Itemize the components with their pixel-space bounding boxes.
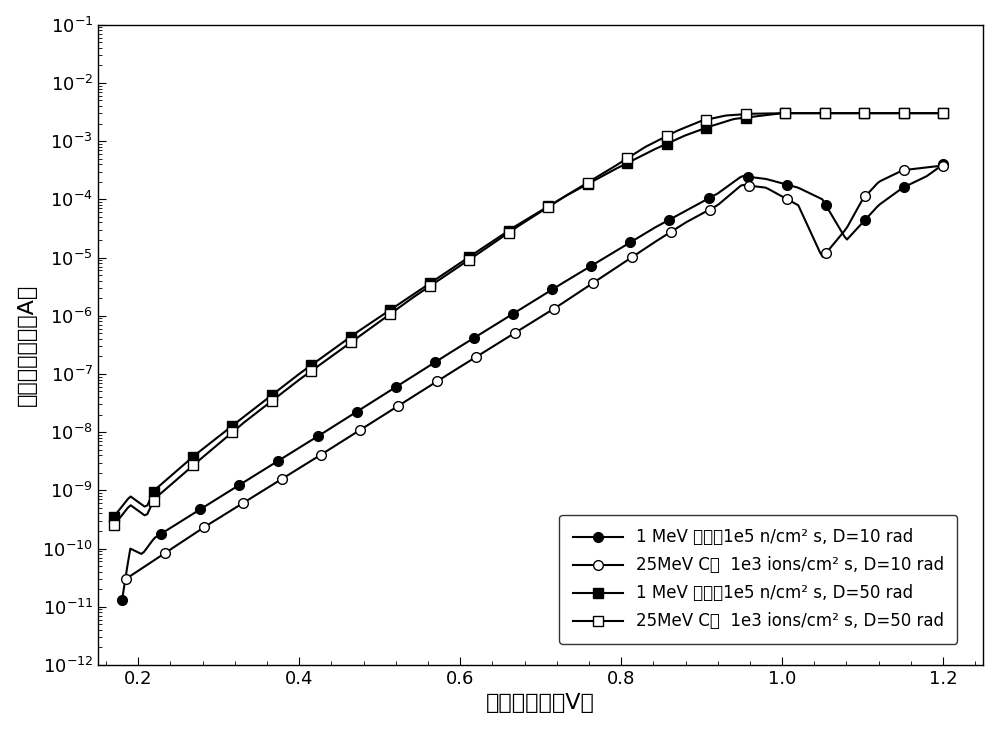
25MeV C，  1e3 ions/cm² s, D=10 rad [665, 228, 677, 237]
25MeV C，  1e3 ions/cm² s, D=50 rad [148, 496, 160, 505]
1 MeV 中子，1e5 n/cm² s, D=50 rad [503, 226, 515, 235]
1 MeV 中子，1e5 n/cm² s, D=10 rad [390, 383, 402, 391]
25MeV C，  1e3 ions/cm² s, D=50 rad [503, 228, 515, 237]
25MeV C，  1e3 ions/cm² s, D=50 rad [937, 109, 949, 118]
25MeV C，  1e3 ions/cm² s, D=10 rad [898, 166, 910, 174]
25MeV C，  1e3 ions/cm² s, D=10 rad [859, 192, 871, 201]
25MeV C，  1e3 ions/cm² s, D=50 rad [542, 202, 554, 211]
1 MeV 中子，1e5 n/cm² s, D=10 rad [585, 261, 597, 270]
25MeV C，  1e3 ions/cm² s, D=10 rad [548, 304, 560, 313]
25MeV C，  1e3 ions/cm² s, D=50 rad [740, 110, 752, 118]
25MeV C，  1e3 ions/cm² s, D=10 rad [431, 377, 443, 385]
25MeV C，  1e3 ions/cm² s, D=10 rad [237, 499, 249, 507]
25MeV C，  1e3 ions/cm² s, D=50 rad [779, 109, 791, 118]
1 MeV 中子，1e5 n/cm² s, D=50 rad [898, 109, 910, 118]
25MeV C，  1e3 ions/cm² s, D=10 rad [159, 549, 171, 558]
1 MeV 中子，1e5 n/cm² s, D=50 rad [226, 421, 238, 430]
25MeV C，  1e3 ions/cm² s, D=50 rad [226, 428, 238, 437]
25MeV C，  1e3 ions/cm² s, D=50 rad [187, 461, 199, 470]
1 MeV 中子，1e5 n/cm² s, D=50 rad [779, 109, 791, 118]
25MeV C，  1e3 ions/cm² s, D=50 rad [700, 115, 712, 124]
1 MeV 中子，1e5 n/cm² s, D=10 rad [624, 238, 636, 247]
Y-axis label: 过剩基极电流（A）: 过剩基极电流（A） [17, 284, 37, 406]
1 MeV 中子，1e5 n/cm² s, D=10 rad [116, 596, 128, 604]
25MeV C，  1e3 ions/cm² s, D=50 rad [345, 338, 357, 347]
25MeV C，  1e3 ions/cm² s, D=10 rad [470, 353, 482, 361]
1 MeV 中子，1e5 n/cm² s, D=50 rad [266, 391, 278, 399]
Legend: 1 MeV 中子，1e5 n/cm² s, D=10 rad, 25MeV C，  1e3 ions/cm² s, D=10 rad, 1 MeV 中子，1e5: 1 MeV 中子，1e5 n/cm² s, D=10 rad, 25MeV C，… [559, 515, 957, 644]
25MeV C，  1e3 ions/cm² s, D=10 rad [276, 474, 288, 483]
25MeV C，  1e3 ions/cm² s, D=50 rad [424, 282, 436, 291]
25MeV C，  1e3 ions/cm² s, D=50 rad [621, 154, 633, 163]
25MeV C，  1e3 ions/cm² s, D=10 rad [820, 248, 832, 257]
1 MeV 中子，1e5 n/cm² s, D=10 rad [468, 334, 480, 342]
1 MeV 中子，1e5 n/cm² s, D=50 rad [187, 453, 199, 461]
25MeV C，  1e3 ions/cm² s, D=50 rad [108, 521, 120, 530]
25MeV C，  1e3 ions/cm² s, D=10 rad [198, 523, 210, 531]
1 MeV 中子，1e5 n/cm² s, D=50 rad [305, 361, 317, 369]
1 MeV 中子，1e5 n/cm² s, D=50 rad [582, 180, 594, 188]
25MeV C，  1e3 ions/cm² s, D=10 rad [587, 279, 599, 288]
25MeV C，  1e3 ions/cm² s, D=50 rad [305, 366, 317, 375]
1 MeV 中子，1e5 n/cm² s, D=50 rad [937, 109, 949, 118]
1 MeV 中子，1e5 n/cm² s, D=50 rad [463, 253, 475, 261]
1 MeV 中子，1e5 n/cm² s, D=10 rad [859, 216, 871, 225]
25MeV C，  1e3 ions/cm² s, D=50 rad [582, 178, 594, 187]
1 MeV 中子，1e5 n/cm² s, D=10 rad [663, 215, 675, 224]
1 MeV 中子，1e5 n/cm² s, D=10 rad [155, 529, 167, 538]
1 MeV 中子，1e5 n/cm² s, D=10 rad [312, 432, 324, 441]
1 MeV 中子，1e5 n/cm² s, D=10 rad [898, 182, 910, 191]
1 MeV 中子，1e5 n/cm² s, D=50 rad [700, 123, 712, 132]
25MeV C，  1e3 ions/cm² s, D=10 rad [704, 205, 716, 214]
Line: 1 MeV 中子，1e5 n/cm² s, D=50 rad: 1 MeV 中子，1e5 n/cm² s, D=50 rad [109, 108, 948, 521]
25MeV C，  1e3 ions/cm² s, D=10 rad [120, 575, 132, 583]
1 MeV 中子，1e5 n/cm² s, D=50 rad [108, 512, 120, 521]
1 MeV 中子，1e5 n/cm² s, D=10 rad [937, 160, 949, 169]
Line: 25MeV C，  1e3 ions/cm² s, D=10 rad: 25MeV C， 1e3 ions/cm² s, D=10 rad [121, 161, 948, 584]
25MeV C，  1e3 ions/cm² s, D=10 rad [937, 161, 949, 170]
1 MeV 中子，1e5 n/cm² s, D=50 rad [819, 109, 831, 118]
1 MeV 中子，1e5 n/cm² s, D=50 rad [740, 113, 752, 122]
25MeV C，  1e3 ions/cm² s, D=10 rad [743, 181, 755, 190]
1 MeV 中子，1e5 n/cm² s, D=10 rad [429, 358, 441, 366]
1 MeV 中子，1e5 n/cm² s, D=10 rad [351, 407, 363, 416]
Line: 25MeV C，  1e3 ions/cm² s, D=50 rad: 25MeV C， 1e3 ions/cm² s, D=50 rad [109, 108, 948, 530]
25MeV C，  1e3 ions/cm² s, D=10 rad [509, 328, 521, 337]
1 MeV 中子，1e5 n/cm² s, D=10 rad [194, 505, 206, 514]
1 MeV 中子，1e5 n/cm² s, D=50 rad [542, 202, 554, 211]
25MeV C，  1e3 ions/cm² s, D=50 rad [661, 131, 673, 140]
25MeV C，  1e3 ions/cm² s, D=10 rad [315, 450, 327, 459]
25MeV C，  1e3 ions/cm² s, D=10 rad [354, 426, 366, 434]
1 MeV 中子，1e5 n/cm² s, D=50 rad [661, 139, 673, 148]
25MeV C，  1e3 ions/cm² s, D=10 rad [626, 253, 638, 261]
1 MeV 中子，1e5 n/cm² s, D=10 rad [546, 285, 558, 294]
1 MeV 中子，1e5 n/cm² s, D=50 rad [424, 279, 436, 288]
1 MeV 中子，1e5 n/cm² s, D=50 rad [384, 305, 396, 314]
1 MeV 中子，1e5 n/cm² s, D=10 rad [507, 310, 519, 318]
X-axis label: 发射结电压（V）: 发射结电压（V） [486, 694, 595, 713]
1 MeV 中子，1e5 n/cm² s, D=10 rad [820, 201, 832, 210]
1 MeV 中子，1e5 n/cm² s, D=50 rad [621, 158, 633, 167]
25MeV C，  1e3 ions/cm² s, D=50 rad [858, 109, 870, 118]
25MeV C，  1e3 ions/cm² s, D=50 rad [384, 310, 396, 318]
1 MeV 中子，1e5 n/cm² s, D=10 rad [233, 480, 245, 489]
1 MeV 中子，1e5 n/cm² s, D=10 rad [272, 456, 284, 465]
1 MeV 中子，1e5 n/cm² s, D=10 rad [703, 194, 715, 203]
25MeV C，  1e3 ions/cm² s, D=10 rad [781, 195, 793, 204]
1 MeV 中子，1e5 n/cm² s, D=10 rad [781, 180, 793, 189]
25MeV C，  1e3 ions/cm² s, D=50 rad [463, 255, 475, 264]
25MeV C，  1e3 ions/cm² s, D=50 rad [819, 109, 831, 118]
1 MeV 中子，1e5 n/cm² s, D=50 rad [345, 332, 357, 341]
1 MeV 中子，1e5 n/cm² s, D=10 rad [742, 172, 754, 181]
Line: 1 MeV 中子，1e5 n/cm² s, D=10 rad: 1 MeV 中子，1e5 n/cm² s, D=10 rad [117, 160, 948, 604]
1 MeV 中子，1e5 n/cm² s, D=50 rad [858, 109, 870, 118]
25MeV C，  1e3 ions/cm² s, D=50 rad [898, 109, 910, 118]
1 MeV 中子，1e5 n/cm² s, D=50 rad [148, 488, 160, 496]
25MeV C，  1e3 ions/cm² s, D=50 rad [266, 396, 278, 405]
25MeV C，  1e3 ions/cm² s, D=10 rad [392, 402, 404, 410]
